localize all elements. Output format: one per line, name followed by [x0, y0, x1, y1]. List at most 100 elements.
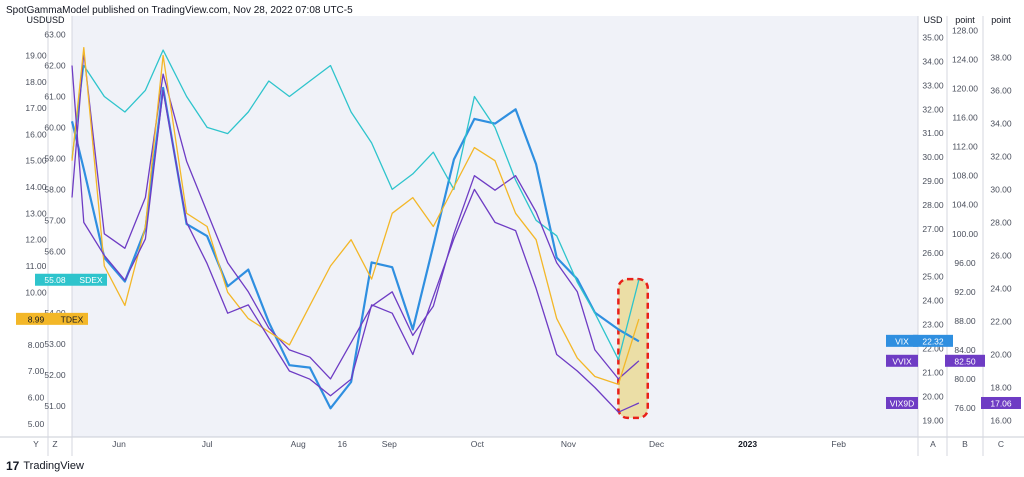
price-label-box — [35, 273, 75, 286]
price-label-tag: TDEX — [61, 314, 84, 324]
x-tick-label: Dec — [649, 439, 665, 449]
y-tick-label: 6.00 — [28, 393, 45, 403]
x-tick-label: 2023 — [738, 439, 757, 449]
y-tick-label: 20.00 — [990, 349, 1012, 359]
y-tick-label: 16.00 — [25, 129, 47, 139]
axis-header-y_outer_left: USD — [26, 15, 46, 25]
axis-footer-y_outer_left: Y — [33, 439, 39, 449]
y-tick-label: 28.00 — [922, 200, 944, 210]
axis-footer-y_right_b: B — [962, 439, 968, 449]
y-tick-label: 128.00 — [952, 26, 978, 36]
y-tick-label: 34.00 — [990, 118, 1012, 128]
tradingview-logo-text: TradingView — [23, 460, 84, 472]
price-label-value: 17.06 — [990, 398, 1012, 408]
y-tick-label: 88.00 — [954, 316, 976, 326]
y-tick-label: 52.00 — [44, 370, 66, 380]
y-tick-label: 58.00 — [44, 184, 66, 194]
x-tick-label: Oct — [471, 439, 485, 449]
y-tick-label: 120.00 — [952, 84, 978, 94]
price-label-box — [16, 312, 56, 325]
y-tick-label: 20.00 — [922, 391, 944, 401]
y-tick-label: 10.00 — [25, 287, 47, 297]
y-tick-label: 25.00 — [922, 272, 944, 282]
y-tick-label: 5.00 — [28, 419, 45, 429]
y-tick-label: 13.00 — [25, 208, 47, 218]
y-tick-label: 33.00 — [922, 80, 944, 90]
y-tick-label: 15.00 — [25, 156, 47, 166]
y-tick-label: 30.00 — [922, 152, 944, 162]
series-line-tdex — [71, 46, 640, 386]
price-label-tag: VVIX — [892, 356, 912, 366]
y-tick-label: 17.00 — [25, 103, 47, 113]
y-tick-label: 80.00 — [954, 374, 976, 384]
y-tick-label: 53.00 — [44, 339, 66, 349]
price-label-tag-box — [56, 312, 88, 325]
y-tick-label: 18.00 — [990, 382, 1012, 392]
x-tick-label: Aug — [291, 439, 306, 449]
y-tick-label: 96.00 — [954, 258, 976, 268]
y-tick-label: 112.00 — [952, 142, 978, 152]
axis-header-y_right_c: point — [991, 15, 1011, 25]
x-tick-label: Nov — [561, 439, 577, 449]
price-label-tag: SDEX — [79, 275, 102, 285]
y-tick-label: 16.00 — [990, 415, 1012, 425]
y-tick-label: 108.00 — [952, 171, 978, 181]
footer: 17 TradingView — [6, 459, 84, 473]
x-tick-label: Jul — [202, 439, 213, 449]
y-tick-label: 63.00 — [44, 30, 66, 40]
price-label-tag-box — [75, 273, 107, 286]
y-tick-label: 19.00 — [922, 415, 944, 425]
publish-attribution: SpotGammaModel published on TradingView.… — [6, 5, 353, 16]
y-tick-label: 104.00 — [952, 200, 978, 210]
y-tick-label: 62.00 — [44, 61, 66, 71]
axis-footer-y_inner_left: Z — [52, 439, 57, 449]
highlight-box — [617, 277, 649, 420]
axis-footer-y_right_a: A — [930, 439, 936, 449]
y-tick-label: 24.00 — [990, 283, 1012, 293]
y-tick-label: 59.00 — [44, 153, 66, 163]
y-tick-label: 22.00 — [990, 316, 1012, 326]
y-tick-label: 28.00 — [990, 217, 1012, 227]
y-tick-label: 116.00 — [952, 113, 978, 123]
y-tick-label: 30.00 — [990, 184, 1012, 194]
x-tick-label: Feb — [831, 439, 846, 449]
y-tick-label: 35.00 — [922, 33, 944, 43]
price-label-box — [945, 354, 985, 367]
price-label-tag: VIX9D — [890, 398, 915, 408]
y-tick-label: 14.00 — [25, 182, 47, 192]
price-label-tag-box — [886, 354, 918, 367]
y-tick-label: 22.00 — [922, 343, 944, 353]
y-tick-label: 32.00 — [990, 151, 1012, 161]
x-tick-label: Sep — [382, 439, 397, 449]
y-tick-label: 57.00 — [44, 215, 66, 225]
y-tick-label: 34.00 — [922, 56, 944, 66]
x-tick-label: 16 — [338, 439, 348, 449]
y-tick-label: 31.00 — [922, 128, 944, 138]
y-tick-label: 29.00 — [922, 176, 944, 186]
y-tick-label: 84.00 — [954, 345, 976, 355]
y-tick-label: 36.00 — [990, 85, 1012, 95]
y-tick-label: 32.00 — [922, 104, 944, 114]
plot-background — [72, 16, 918, 437]
y-tick-label: 23.00 — [922, 320, 944, 330]
price-label-box — [981, 396, 1021, 409]
y-tick-label: 56.00 — [44, 246, 66, 256]
price-label-tag-box — [886, 334, 918, 347]
price-label-value: 22.32 — [922, 336, 944, 346]
axis-header-y_right_a: USD — [923, 15, 943, 25]
price-label-tag: VIX — [895, 336, 909, 346]
y-tick-label: 38.00 — [990, 52, 1012, 62]
y-tick-label: 100.00 — [952, 229, 978, 239]
price-label-tag-box — [886, 396, 918, 409]
price-label-value: 82.50 — [954, 356, 976, 366]
y-tick-label: 27.00 — [922, 224, 944, 234]
axis-header-y_right_b: point — [955, 15, 975, 25]
y-tick-label: 124.00 — [952, 55, 978, 65]
y-tick-label: 11.00 — [26, 261, 47, 271]
y-tick-label: 76.00 — [954, 403, 976, 413]
y-tick-label: 61.00 — [44, 91, 66, 101]
y-tick-label: 19.00 — [25, 50, 47, 60]
y-tick-label: 26.00 — [922, 248, 944, 258]
price-label-box — [913, 334, 953, 347]
